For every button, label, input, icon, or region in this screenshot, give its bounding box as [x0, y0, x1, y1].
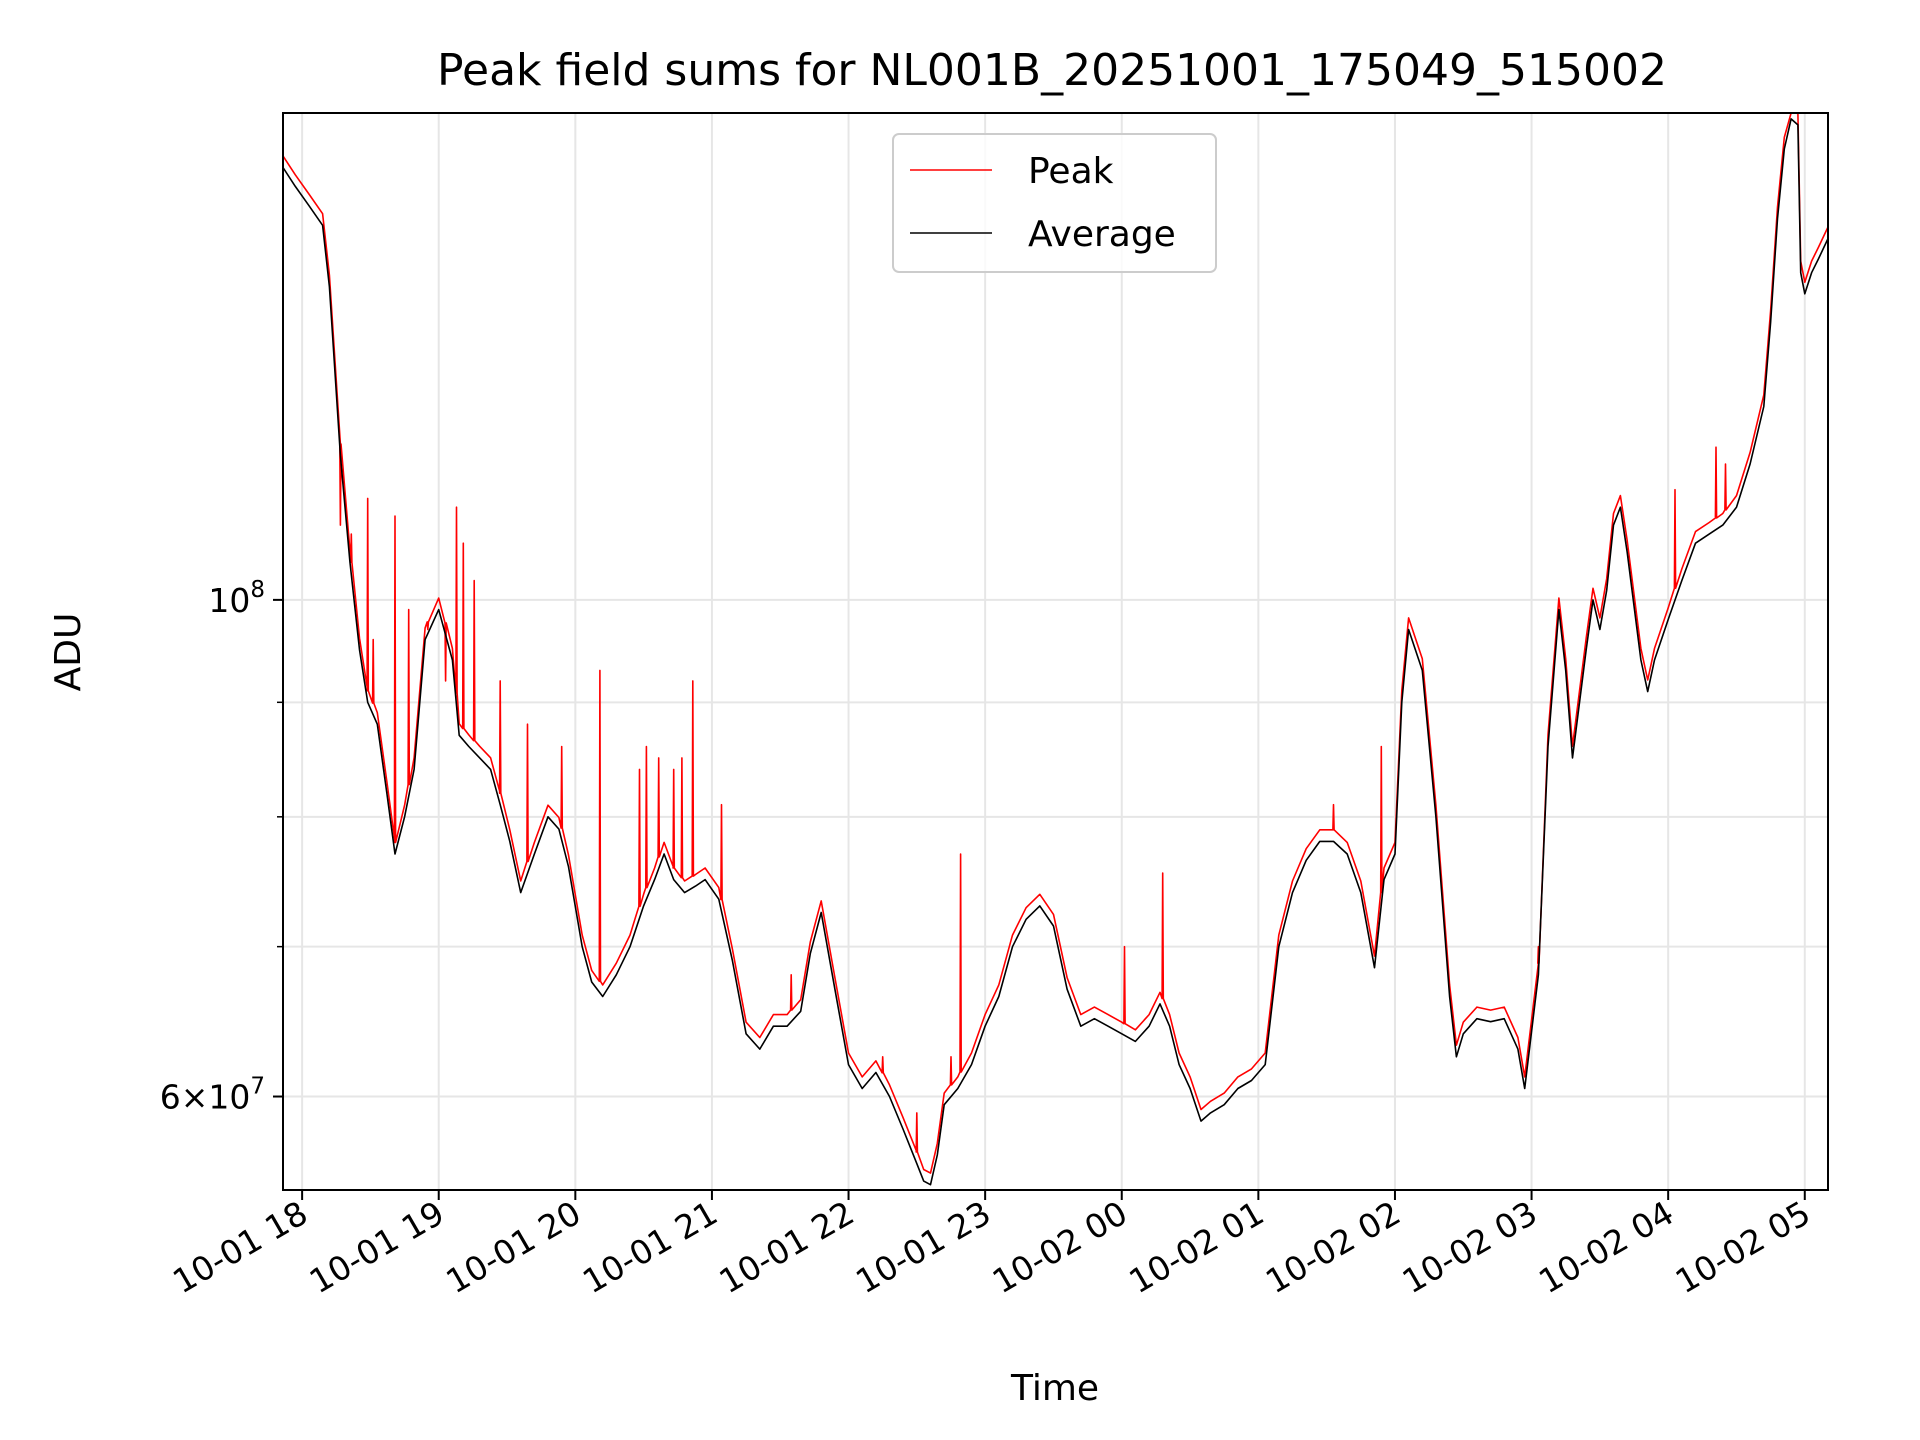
- average-line: [282, 118, 1829, 1186]
- chart-title: Peak field sums for NL001B_20251001_1750…: [437, 45, 1667, 96]
- plot-frame: [282, 112, 1829, 1191]
- legend-average-label: Average: [1028, 214, 1176, 255]
- y-tick-label: 108: [208, 577, 265, 620]
- y-tick-label: 6×107: [160, 1074, 265, 1117]
- series-layer: [282, 112, 1829, 1186]
- grid: [283, 113, 1828, 1190]
- legend-peak-label: Peak: [1028, 151, 1114, 192]
- x-axis-label: Time: [1010, 1368, 1099, 1409]
- legend: Peak Average: [892, 133, 1217, 273]
- y-axis-label: ADU: [48, 613, 89, 692]
- legend-box: [892, 133, 1217, 273]
